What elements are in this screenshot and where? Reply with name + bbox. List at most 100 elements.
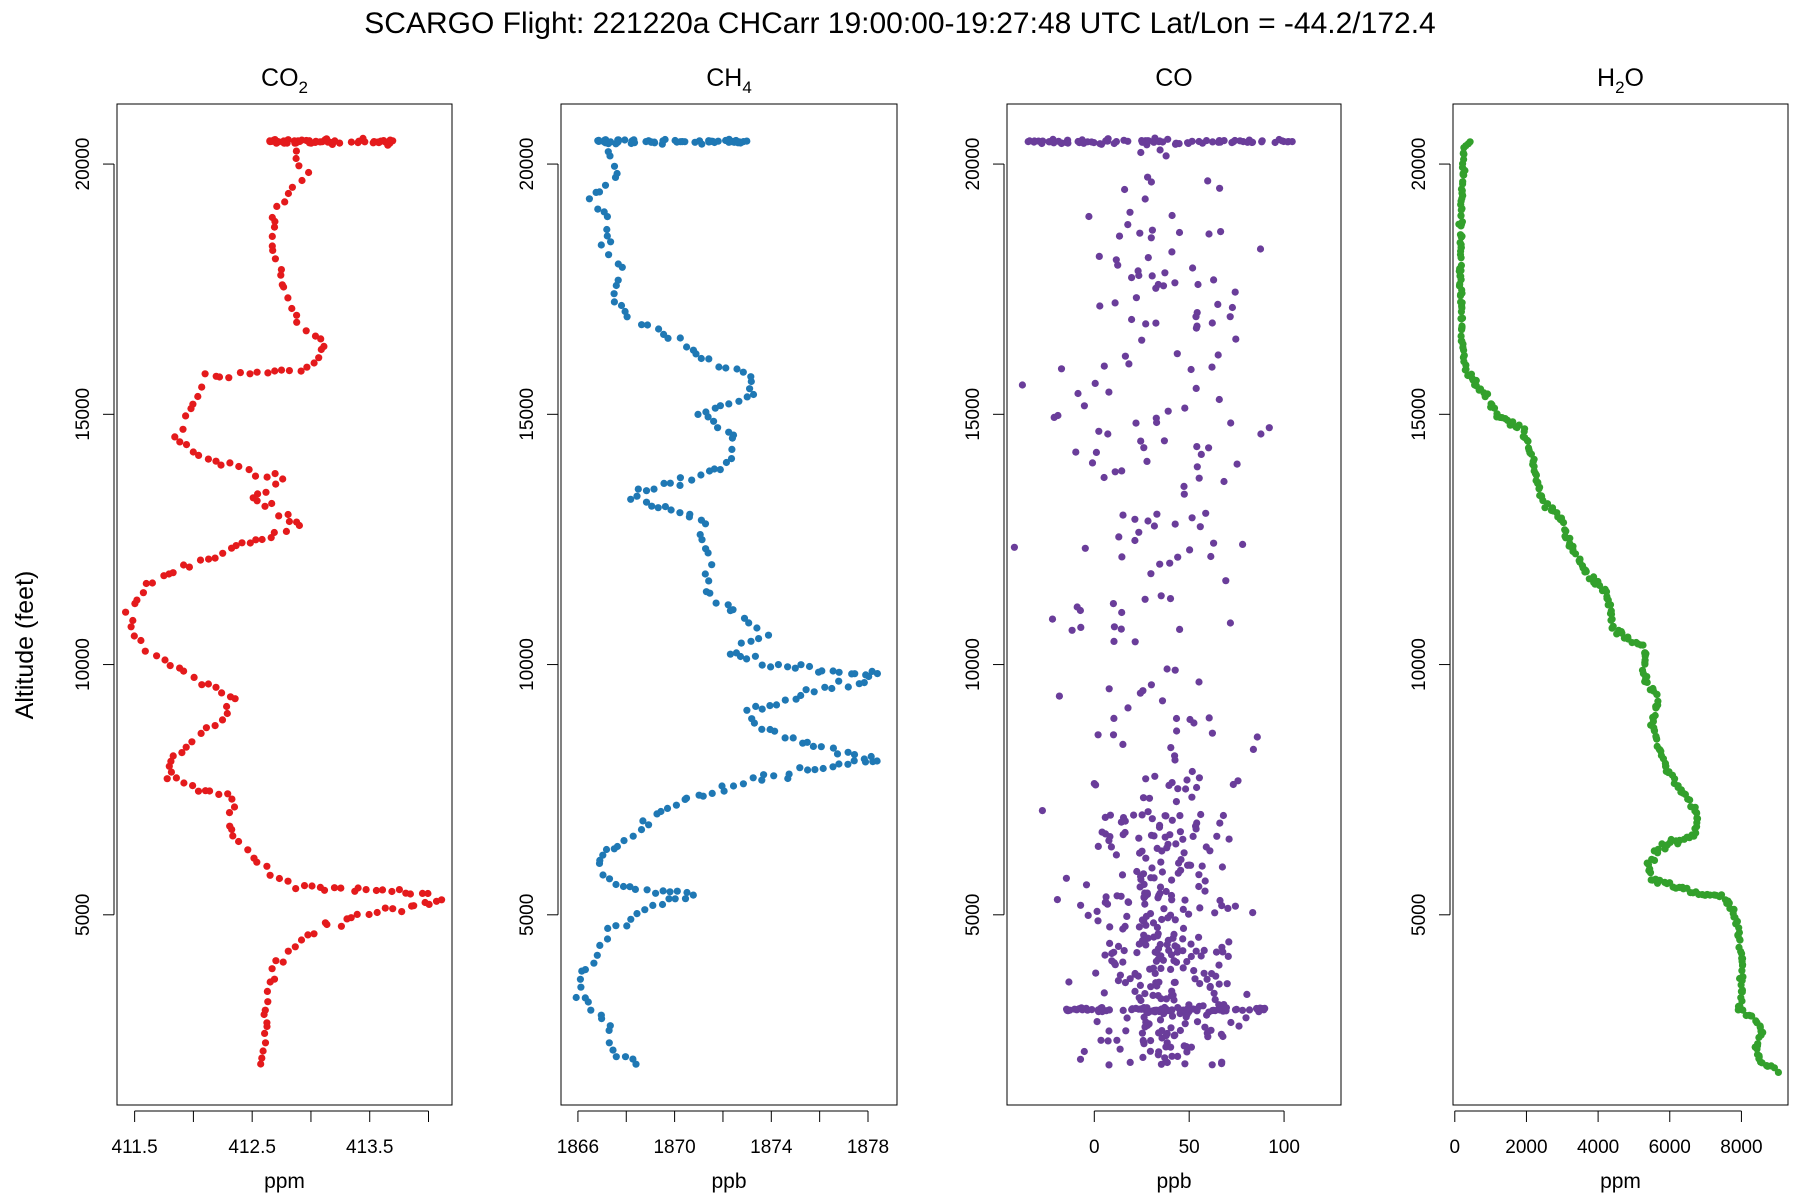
data-point	[198, 383, 206, 391]
data-point	[714, 424, 722, 432]
data-point	[772, 701, 781, 709]
data-point	[749, 390, 758, 399]
data-point	[251, 472, 260, 480]
data-point	[833, 750, 842, 758]
x-tick-label-h2o: 6000	[1649, 1137, 1691, 1158]
y-tick-label-h2o: 20000	[1409, 138, 1430, 191]
data-point	[708, 789, 716, 798]
data-point	[1136, 689, 1144, 697]
data-point	[171, 433, 179, 441]
data-point	[1524, 444, 1533, 452]
data-point	[1088, 1006, 1096, 1014]
data-point	[1088, 459, 1097, 467]
data-point	[1647, 876, 1655, 884]
data-point	[1135, 528, 1143, 536]
data-point	[602, 845, 611, 854]
data-point	[1100, 473, 1108, 482]
data-point	[784, 663, 792, 671]
data-point	[1195, 774, 1203, 782]
data-point	[1231, 136, 1239, 145]
data-point	[737, 639, 745, 647]
data-point	[1283, 138, 1292, 146]
data-point	[1203, 1029, 1211, 1037]
data-point	[1181, 896, 1189, 904]
data-point	[1144, 173, 1152, 181]
data-point	[660, 330, 668, 338]
data-point	[1080, 402, 1088, 410]
data-point	[1646, 686, 1654, 694]
data-point	[1132, 294, 1140, 302]
data-point	[225, 374, 233, 382]
data-point	[666, 888, 674, 896]
data-point	[275, 874, 283, 883]
data-point	[259, 1047, 267, 1055]
data-point	[683, 888, 691, 897]
data-point	[1110, 623, 1118, 631]
x-tick-label-ch4: 1866	[557, 1137, 599, 1158]
data-point	[655, 325, 663, 333]
points-ch4	[572, 135, 882, 1068]
data-point	[1174, 553, 1182, 561]
data-point	[1173, 350, 1181, 358]
data-point	[1147, 681, 1155, 689]
data-point	[1651, 711, 1659, 720]
data-point	[1192, 384, 1200, 392]
y-tick-label-ch4: 5000	[517, 894, 538, 936]
data-point	[1128, 1005, 1136, 1013]
data-point	[1456, 231, 1465, 239]
data-point	[133, 596, 141, 604]
data-point	[1205, 444, 1213, 452]
data-point	[1239, 540, 1247, 549]
x-tick-label-h2o: 0	[1450, 1137, 1461, 1158]
data-point	[284, 877, 292, 885]
y-tick-label-co: 20000	[963, 138, 984, 191]
data-point	[1163, 1029, 1171, 1038]
data-point	[1121, 828, 1129, 837]
data-point	[212, 683, 220, 691]
data-point	[1231, 288, 1239, 296]
data-point	[1133, 949, 1141, 957]
data-point	[215, 373, 224, 381]
data-point	[1519, 433, 1527, 441]
data-point	[1175, 859, 1183, 867]
data-point	[271, 255, 279, 263]
data-point	[1265, 424, 1273, 432]
data-point	[585, 195, 594, 203]
data-point	[686, 510, 694, 518]
x-axis-label-co: ppb	[1156, 1170, 1191, 1193]
x-axis-label-h2o: ppm	[1600, 1170, 1641, 1193]
data-point	[1172, 798, 1180, 806]
data-point	[1205, 714, 1213, 722]
data-point	[676, 474, 685, 482]
data-point	[1109, 731, 1118, 739]
data-point	[298, 176, 306, 185]
data-point	[148, 579, 156, 587]
data-point	[1585, 575, 1593, 583]
data-point	[1119, 958, 1127, 966]
data-point	[829, 667, 837, 675]
data-point	[844, 748, 852, 756]
data-point	[257, 1060, 265, 1068]
data-point	[1197, 810, 1205, 819]
data-point	[1106, 811, 1114, 819]
data-point	[1171, 942, 1179, 950]
data-point	[1115, 232, 1124, 240]
data-point	[1092, 969, 1100, 977]
data-point	[1106, 833, 1114, 841]
data-point	[758, 725, 766, 733]
data-point	[1183, 958, 1191, 966]
data-point	[1225, 938, 1233, 946]
data-point	[1219, 1032, 1227, 1041]
plot-frame-ch4	[560, 103, 898, 1106]
data-point	[1212, 972, 1220, 980]
data-point	[1195, 474, 1203, 482]
data-point	[1173, 727, 1181, 735]
data-point	[1458, 218, 1466, 226]
data-point	[268, 242, 276, 250]
data-point	[272, 139, 280, 147]
data-point	[1541, 504, 1549, 512]
data-point	[253, 368, 261, 376]
data-point	[835, 677, 843, 685]
x-tick-label-ch4: 1878	[847, 1137, 889, 1158]
